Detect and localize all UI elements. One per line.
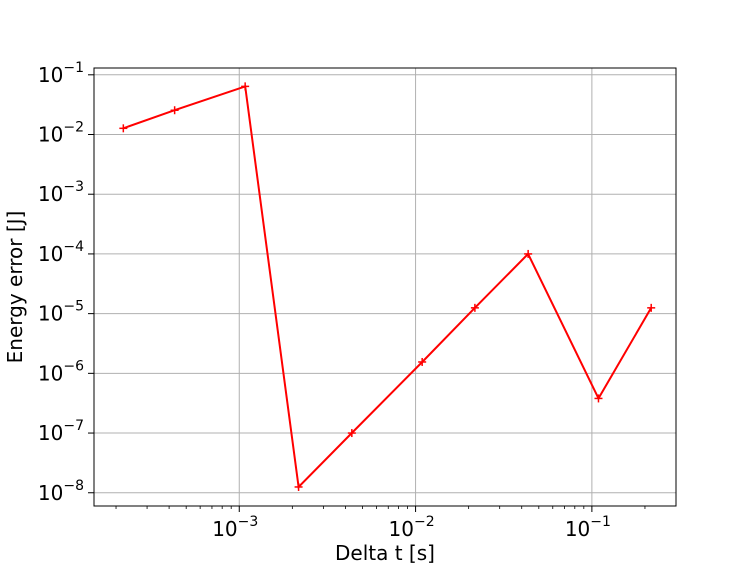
y-tick-label: 10−6	[38, 358, 84, 385]
y-tick-label: 10−8	[38, 478, 84, 505]
data-point	[241, 82, 250, 91]
y-tick-label: 10−3	[38, 179, 84, 206]
y-tick-label: 10−7	[38, 418, 84, 445]
data-point	[418, 357, 427, 366]
data-point	[594, 394, 603, 403]
grid	[94, 68, 676, 506]
data-point	[470, 303, 479, 312]
data-point	[170, 106, 179, 115]
plot-frame	[93, 67, 677, 507]
data-point	[347, 429, 356, 438]
data-point	[647, 303, 656, 312]
tick-labels: 10−3 10−2 10−1 10−8 10−7 10−6 10−5 10−4 10−3 10−2…	[38, 60, 611, 541]
data-point	[119, 124, 128, 133]
y-tick-label: 10−1	[38, 60, 84, 87]
series-line	[122, 85, 653, 490]
x-tick-label: 10−2	[389, 514, 435, 541]
y-tick-label: 10−4	[38, 239, 84, 266]
x-tick-label: 10−1	[565, 514, 611, 541]
major-ticks	[88, 74, 593, 512]
data-point	[294, 482, 303, 491]
y-tick-label: 10−2	[38, 120, 84, 147]
x-tick-label: 10−3	[212, 514, 258, 541]
x-axis-label: Delta t [s]	[335, 541, 435, 565]
y-axis-label: Energy error [J]	[3, 211, 27, 364]
data-point	[524, 249, 533, 258]
y-tick-label: 10−5	[38, 299, 84, 326]
series-layer	[119, 82, 656, 491]
